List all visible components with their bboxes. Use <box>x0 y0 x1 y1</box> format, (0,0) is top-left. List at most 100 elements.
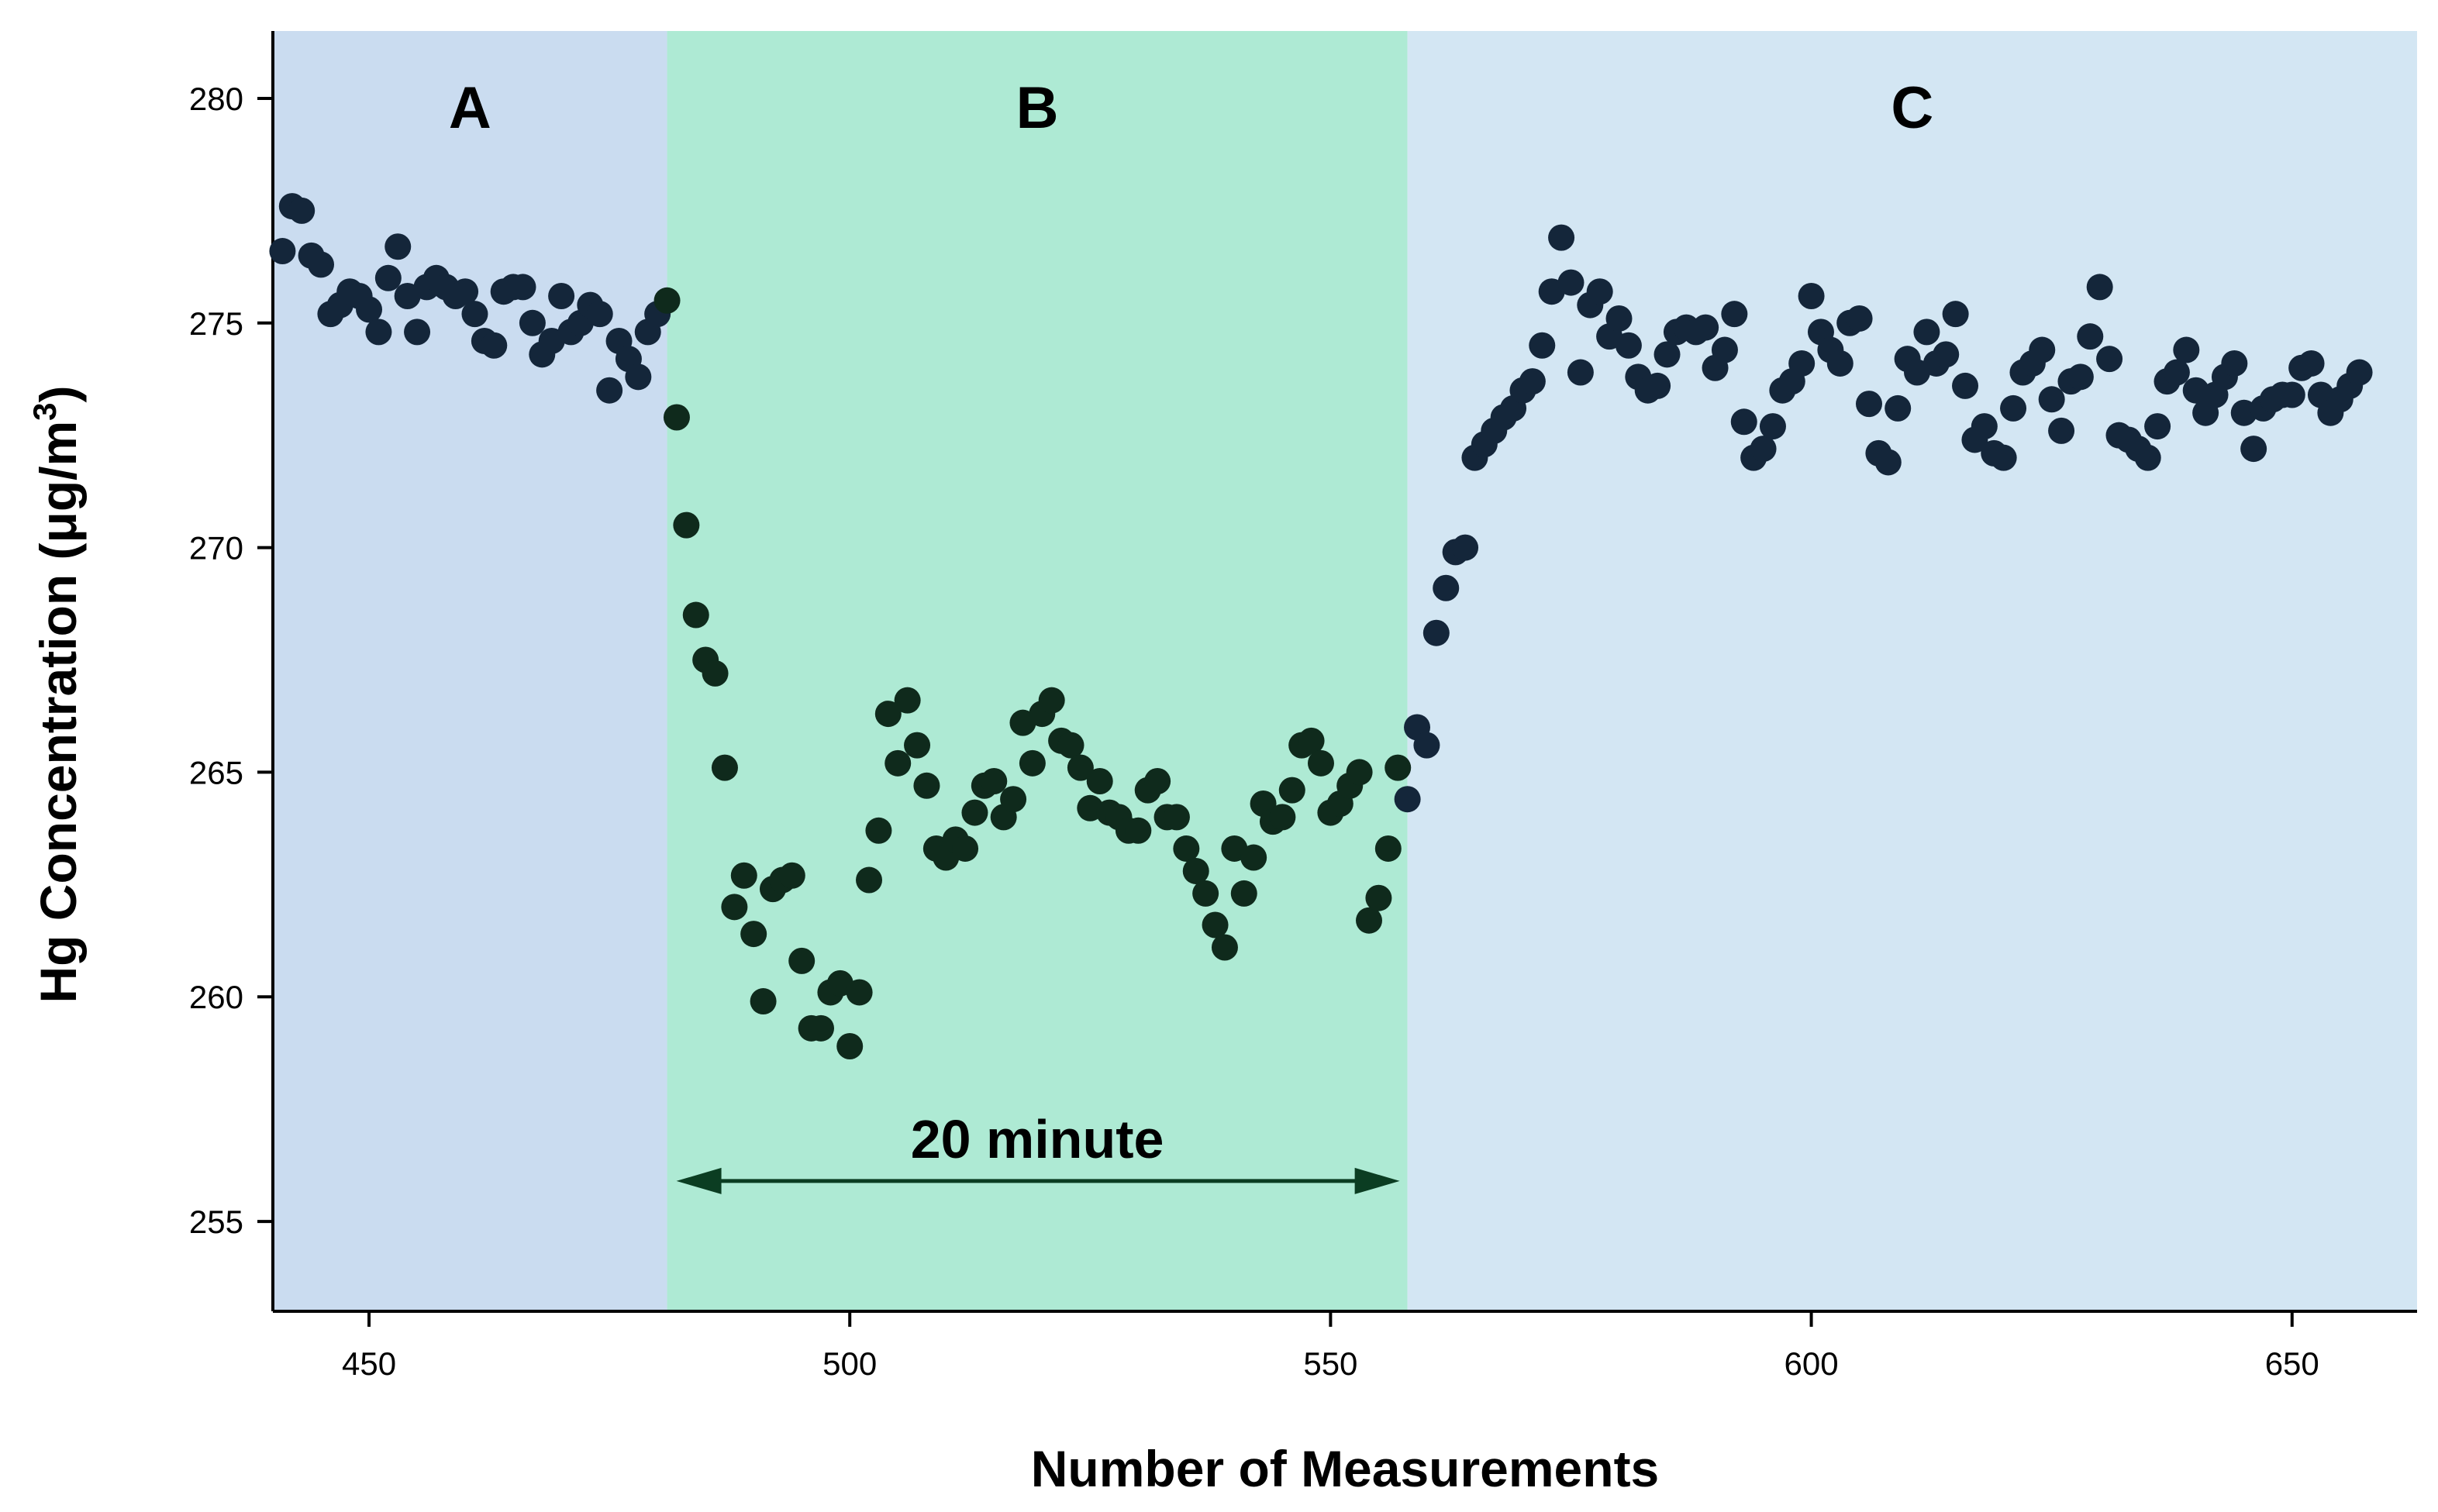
data-point <box>2144 413 2171 440</box>
data-point <box>1730 408 1757 436</box>
data-point <box>1019 749 1046 777</box>
x-tick-label: 600 <box>1785 1345 1839 1382</box>
data-point <box>1990 444 2017 471</box>
annotation-arrow-right-head <box>1354 1167 1400 1194</box>
region-a-band <box>273 31 667 1311</box>
data-point <box>1721 301 1748 328</box>
data-point <box>1644 372 1671 399</box>
x-tick-label: 550 <box>1303 1345 1357 1382</box>
data-point <box>1230 880 1257 907</box>
data-point <box>1913 319 1940 346</box>
data-point <box>1874 449 1902 476</box>
data-point <box>1759 413 1786 440</box>
y-axis-title-superscript: 3 <box>26 402 63 420</box>
y-axis-title-main: Hg Concentration (μg/m <box>29 421 87 1004</box>
data-point <box>2221 350 2248 377</box>
data-point <box>2173 336 2200 363</box>
data-point <box>981 768 1008 795</box>
data-point <box>1557 269 1585 296</box>
data-point <box>846 979 873 1006</box>
data-point <box>673 511 700 539</box>
data-point <box>778 862 805 889</box>
data-point <box>2048 417 2075 444</box>
data-point <box>2067 363 2094 391</box>
series-region-a <box>269 193 671 404</box>
data-point <box>2077 323 2104 350</box>
data-point <box>1365 884 1392 911</box>
data-point <box>2278 381 2305 408</box>
data-point <box>1952 372 1979 399</box>
regions-layer: A B C <box>273 31 2417 1311</box>
data-point <box>1173 835 1200 862</box>
data-point <box>2000 394 2027 422</box>
data-point <box>2163 359 2190 386</box>
y-tick-label: 275 <box>189 305 243 342</box>
data-point <box>1692 314 1719 341</box>
data-point <box>961 799 988 826</box>
data-point <box>365 319 392 346</box>
data-point <box>2096 346 2123 373</box>
data-point <box>308 251 335 278</box>
x-axis-title: Number of Measurements <box>1031 1440 1660 1497</box>
data-point <box>548 282 575 309</box>
y-tick-label: 280 <box>189 81 243 117</box>
data-point <box>1885 394 1912 422</box>
data-point <box>682 601 709 629</box>
data-point <box>384 233 412 260</box>
data-point <box>404 319 431 346</box>
data-point <box>1182 857 1209 884</box>
data-point <box>2240 436 2267 463</box>
data-point <box>1711 336 1738 363</box>
data-point <box>1346 759 1373 786</box>
data-point <box>750 988 777 1015</box>
data-point <box>1000 786 1027 813</box>
data-point <box>730 862 757 889</box>
data-point <box>1163 804 1190 831</box>
data-point <box>1374 835 1402 862</box>
data-point <box>509 274 536 301</box>
data-point <box>2029 336 2056 363</box>
data-point <box>1788 350 1816 377</box>
region-c-label: C <box>1891 75 1933 141</box>
data-point <box>808 1014 835 1042</box>
data-point <box>874 701 902 728</box>
data-point <box>663 404 690 431</box>
data-point <box>721 894 748 921</box>
x-tick-label: 500 <box>822 1345 877 1382</box>
data-point <box>1394 786 1421 813</box>
data-point <box>1211 934 1238 961</box>
data-point <box>1605 305 1633 332</box>
data-point <box>1567 359 1594 386</box>
data-point <box>1422 619 1450 646</box>
data-point <box>1278 777 1305 804</box>
data-point <box>1798 282 1825 309</box>
data-point <box>1433 574 1460 601</box>
data-point <box>1452 534 1479 561</box>
y-tick-label: 255 <box>189 1204 243 1240</box>
data-point <box>596 377 623 404</box>
data-point <box>288 197 316 224</box>
data-point <box>1855 391 1882 418</box>
data-point <box>1144 768 1171 795</box>
data-point <box>1971 413 1998 440</box>
series-region-c <box>1394 224 2373 813</box>
data-point <box>1750 436 1777 463</box>
series-region-b <box>653 287 1412 1060</box>
data-point <box>913 772 940 799</box>
annotation-layer: 20 minute <box>676 1109 1400 1194</box>
data-point <box>1125 817 1152 844</box>
data-point <box>711 754 738 781</box>
data-point <box>702 660 729 687</box>
data-point <box>1202 911 1229 939</box>
data-point <box>1933 341 1960 368</box>
data-point <box>1356 907 1383 934</box>
x-tick-label: 450 <box>342 1345 396 1382</box>
data-point <box>2086 274 2113 301</box>
data-point <box>1298 727 1325 754</box>
data-point <box>1057 732 1085 759</box>
data-point <box>885 749 912 777</box>
data-point <box>625 363 652 391</box>
region-b-label: B <box>1016 75 1059 141</box>
data-point <box>586 301 613 328</box>
data-point <box>856 866 883 894</box>
